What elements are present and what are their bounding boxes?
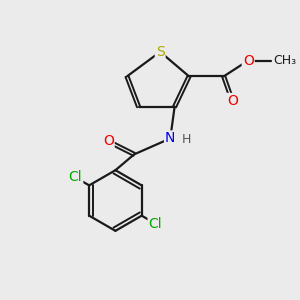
Text: O: O [227,94,238,108]
Text: CH₃: CH₃ [273,54,296,67]
Text: N: N [165,131,175,146]
Text: O: O [243,53,254,68]
Text: H: H [181,134,190,146]
Text: Cl: Cl [69,170,82,184]
Text: Cl: Cl [148,217,162,231]
Text: S: S [156,45,165,59]
Text: O: O [103,134,114,148]
